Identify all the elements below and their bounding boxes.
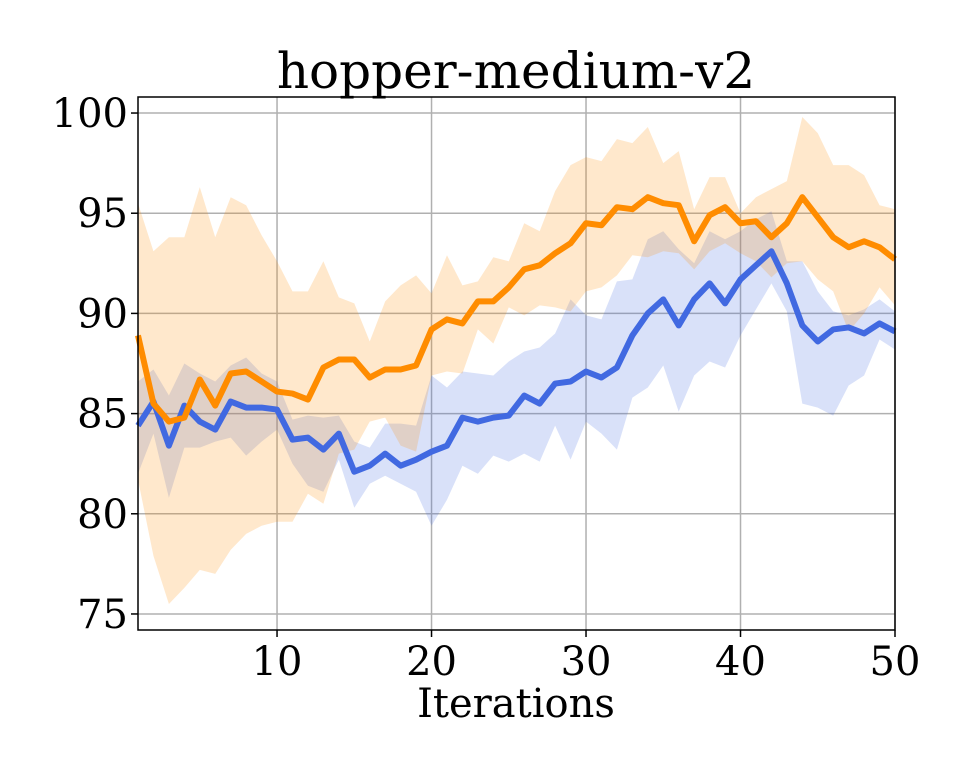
chart-title: hopper-medium-v2 (277, 42, 755, 100)
x-tick-label: 30 (561, 639, 612, 685)
y-tick-label: 75 (77, 592, 128, 638)
x-tick-label: 40 (715, 639, 766, 685)
series-1-band (138, 117, 895, 604)
series-lines (135, 194, 897, 475)
series-0-line (135, 248, 897, 475)
y-tick-label: 95 (77, 191, 128, 237)
y-tick-label: 80 (77, 492, 128, 538)
x-axis-label: Iterations (417, 681, 615, 727)
ticks: 10 20 30 40 50 75 80 85 90 95 100 (52, 91, 921, 685)
y-tick-label: 90 (77, 291, 128, 337)
y-tick-label: 100 (52, 91, 128, 137)
y-tick-label: 85 (77, 392, 128, 438)
plot-frame (137, 96, 896, 631)
x-tick-label: 20 (406, 639, 457, 685)
confidence-bands (138, 117, 895, 604)
series-1-line (135, 194, 897, 425)
x-tick-label: 10 (252, 639, 303, 685)
x-tick-label: 50 (870, 639, 921, 685)
